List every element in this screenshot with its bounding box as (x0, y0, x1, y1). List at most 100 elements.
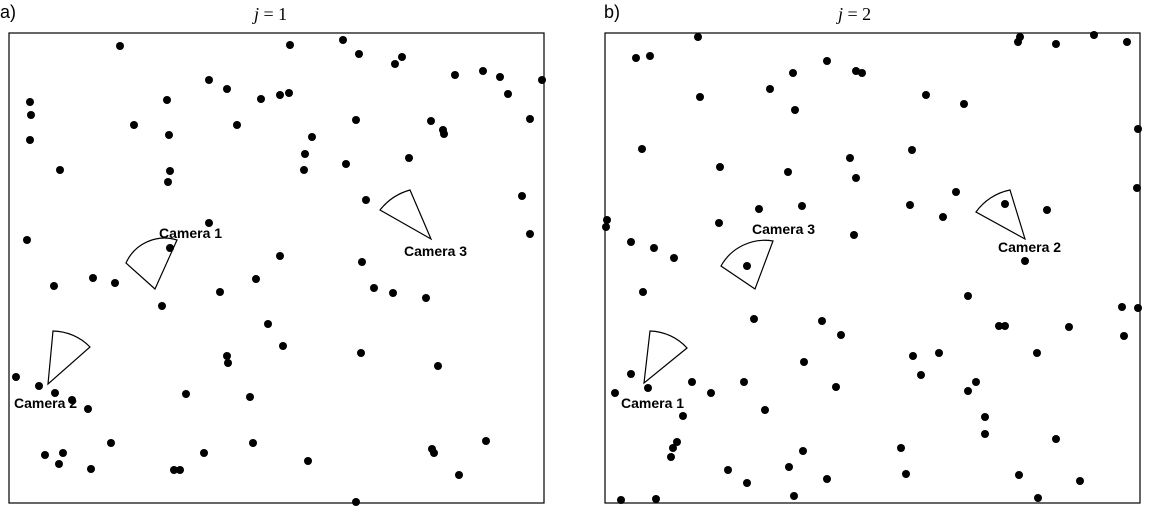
panel-b-point (1001, 200, 1009, 208)
panel-b-frame (604, 32, 1141, 504)
panel-a-point (200, 449, 208, 457)
panel-b-point (995, 322, 1003, 330)
panel-a-point (216, 288, 224, 296)
panel-a-point (26, 136, 34, 144)
panel-b-point (837, 331, 845, 339)
panel-a-point (304, 457, 312, 465)
panel-a-point (246, 393, 254, 401)
panel-a-point (398, 53, 406, 61)
panel-a-point (59, 449, 67, 457)
panel-a-point (89, 274, 97, 282)
panel-b-title-rest: = 2 (843, 4, 871, 24)
panel-a-camera-3-fov (379, 189, 433, 241)
panel-b-point (707, 389, 715, 397)
panel-a-point (56, 166, 64, 174)
panel-a-point (165, 131, 173, 139)
panel-a-point (166, 167, 174, 175)
panel-b-point (790, 492, 798, 500)
panel-b-camera-1-fov (643, 330, 688, 385)
panel-b-title: j = 2 (836, 4, 871, 24)
panel-b-point (1065, 323, 1073, 331)
panel-b-point (818, 317, 826, 325)
panel-b-point (1076, 477, 1084, 485)
panel-a-point (158, 302, 166, 310)
panel-b-point (917, 371, 925, 379)
panel-a-letter: a) (0, 2, 16, 22)
panel-b-point (852, 174, 860, 182)
panel-a-point (451, 71, 459, 79)
panel-b-point (679, 412, 687, 420)
panel-a-points (12, 36, 546, 506)
panel-a-point (223, 352, 231, 360)
panel-b-point (724, 466, 732, 474)
panel-b-point (755, 205, 763, 213)
panel-a-point (107, 439, 115, 447)
panel-b-point (960, 100, 968, 108)
panel-a-camera-2-label: Camera 2 (14, 395, 77, 411)
panel-b-points (602, 31, 1142, 504)
panel-a-point (50, 282, 58, 290)
panel-a-point (26, 98, 34, 106)
panel-a-title: j = 1 (252, 4, 287, 24)
panel-a-point (205, 219, 213, 227)
panel-b-point (694, 33, 702, 41)
panel-a-point (526, 115, 534, 123)
panel-a-point (223, 85, 231, 93)
panel-b-point (673, 438, 681, 446)
panel-a-point (427, 117, 435, 125)
panel-a-point (111, 279, 119, 287)
panel-b-point (766, 85, 774, 93)
panel-a-point (182, 390, 190, 398)
panel-a-point (87, 465, 95, 473)
panel-a-point (422, 294, 430, 302)
panel-b-point (1123, 38, 1131, 46)
panel-a-point (55, 460, 63, 468)
panel-a-point (285, 89, 293, 97)
panel-b-point (1001, 322, 1009, 330)
panel-a-point (339, 36, 347, 44)
panel-b-point (858, 69, 866, 77)
panel-b-point (632, 54, 640, 62)
panel-a-point (279, 342, 287, 350)
panel-b-point (1133, 184, 1141, 192)
panel-b-point (696, 93, 704, 101)
panel-a-point (286, 41, 294, 49)
panel-b-point (603, 216, 611, 224)
panel-a-point (391, 60, 399, 68)
panel-b-point (909, 352, 917, 360)
panel-a-camera-1-label: Camera 1 (159, 225, 222, 241)
panel-b-point (743, 262, 751, 270)
panel-b-point (688, 378, 696, 386)
panel-a-point (27, 111, 35, 119)
panel-a-point (362, 196, 370, 204)
panel-a-point (23, 236, 31, 244)
panel-a-point (130, 121, 138, 129)
panel-a-point (405, 154, 413, 162)
panel-a-point (482, 437, 490, 445)
panel-a-point (176, 466, 184, 474)
panel-a-point (496, 73, 504, 81)
panel-b-point (627, 238, 635, 246)
panel-a-point (205, 76, 213, 84)
panel-b-camera-3-fov (720, 239, 774, 290)
panel-a-point (233, 121, 241, 129)
panel-b-point (740, 378, 748, 386)
panel-b-point (939, 213, 947, 221)
panel-a-point (342, 160, 350, 168)
panel-b-point (627, 370, 635, 378)
panel-b-point (1134, 304, 1142, 312)
panel-a-point (352, 116, 360, 124)
panel-a-point (164, 178, 172, 186)
panel-b-point (750, 315, 758, 323)
panel-b-point (906, 201, 914, 209)
panel-a-point (84, 405, 92, 413)
panel-b-point (1118, 303, 1126, 311)
panel-a-point (430, 449, 438, 457)
panel-a-camera-2-fov (47, 330, 91, 386)
panel-b-point (791, 106, 799, 114)
panel-a-point (301, 150, 309, 158)
panel-b-point (1134, 125, 1142, 133)
panel-b-point (832, 383, 840, 391)
panel-b-point (1014, 38, 1022, 46)
